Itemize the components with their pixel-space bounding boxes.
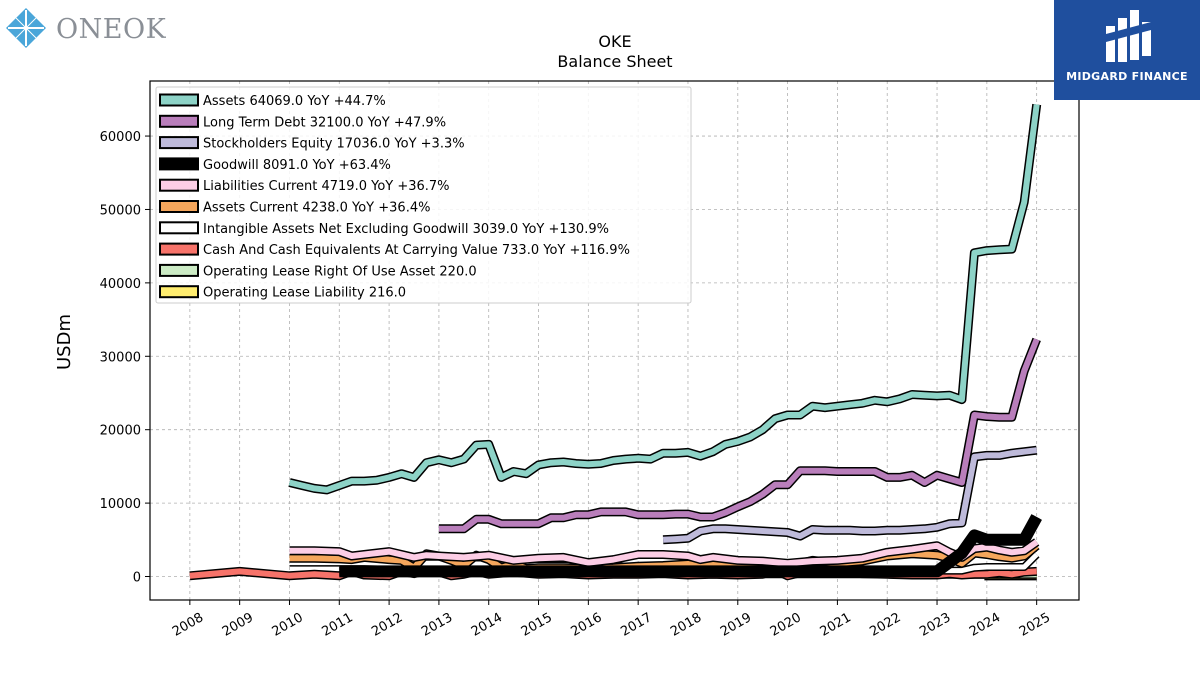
legend-box (155, 86, 692, 304)
series-stroke (662, 447, 1038, 543)
x-tick-label: 2008 (170, 610, 206, 640)
series-stroke (339, 514, 1041, 576)
legend-swatch (159, 136, 199, 150)
legend-swatch (159, 221, 199, 235)
series-outline (438, 337, 1041, 534)
x-tick-label: 2018 (668, 610, 704, 640)
oneok-logo: ONEOK (6, 8, 166, 48)
midgard-emblem-icon (1106, 10, 1151, 62)
x-tick-label: 2009 (220, 610, 256, 640)
y-axis-label: USDm (54, 314, 75, 370)
x-tick-label: 2014 (469, 610, 505, 640)
x-tick-label: 2017 (618, 610, 654, 640)
legend-label: Long Term Debt 32100.0 YoY +47.9% (203, 115, 446, 130)
x-tick-label: 2021 (818, 610, 854, 640)
midgard-finance-name: MIDGARD FINANCE (1066, 70, 1188, 83)
x-tick-label: 2023 (917, 610, 953, 640)
x-tick-label: 2025 (1017, 610, 1053, 640)
legend: Assets 64069.0 YoY +44.7% Long Term Debt … (155, 86, 692, 304)
series-line (339, 514, 1042, 578)
x-tick-label: 2012 (369, 610, 405, 640)
series-stroke (438, 338, 1040, 532)
legend-label: Assets 64069.0 YoY +44.7% (203, 94, 386, 109)
x-tick-label: 2020 (768, 610, 804, 640)
y-tick-label: 60000 (100, 130, 141, 145)
series-line (438, 337, 1041, 534)
midgard-finance-badge: MIDGARD FINANCE (1054, 0, 1200, 100)
series-stroke (288, 104, 1040, 493)
series-group (189, 103, 1042, 581)
plot-frame (149, 80, 1080, 601)
x-tick-label: 2011 (319, 610, 355, 640)
series-line (662, 445, 1038, 545)
legend-label: Stockholders Equity 17036.0 YoY +3.3% (203, 137, 465, 152)
legend-swatch (159, 93, 199, 107)
y-tick-label: 40000 (100, 277, 141, 292)
legend-swatch (159, 157, 199, 171)
x-tick-label: 2024 (967, 610, 1003, 640)
y-tick-label: 0 (133, 571, 141, 586)
y-tick-label: 20000 (100, 424, 141, 439)
legend-swatch (159, 114, 199, 128)
legend-label: Operating Lease Right Of Use Asset 220.0 (203, 264, 477, 279)
x-tick-label: 2022 (867, 610, 903, 640)
legend-swatch (159, 242, 199, 256)
x-tick-label: 2015 (519, 610, 555, 640)
y-tick-label: 30000 (100, 350, 141, 365)
y-tick-label: 50000 (100, 203, 141, 218)
legend-label: Cash And Cash Equivalents At Carrying Va… (203, 243, 630, 258)
legend-swatch (159, 263, 199, 277)
series-line (288, 103, 1042, 495)
legend-label: Intangible Assets Net Excluding Goodwill… (203, 222, 609, 237)
legend-swatch (159, 285, 199, 299)
legend-label: Operating Lease Liability 216.0 (203, 286, 406, 301)
legend-label: Assets Current 4238.0 YoY +36.4% (203, 201, 430, 216)
x-tick-label: 2019 (718, 610, 754, 640)
legend-label: Goodwill 8091.0 YoY +63.4% (203, 158, 391, 173)
x-tick-label: 2010 (270, 610, 306, 640)
chart-subtitle: Balance Sheet (557, 52, 672, 71)
oneok-diamond-icon (6, 8, 46, 48)
legend-swatch (159, 178, 199, 192)
oneok-wordmark: ONEOK (56, 14, 166, 45)
legend-label: Liabilities Current 4719.0 YoY +36.7% (203, 179, 450, 194)
x-tick-label: 2016 (569, 610, 605, 640)
chart-title: OKE (598, 32, 631, 51)
x-tick-label: 2013 (419, 610, 455, 640)
y-tick-label: 10000 (100, 497, 141, 512)
legend-swatch (159, 200, 199, 213)
